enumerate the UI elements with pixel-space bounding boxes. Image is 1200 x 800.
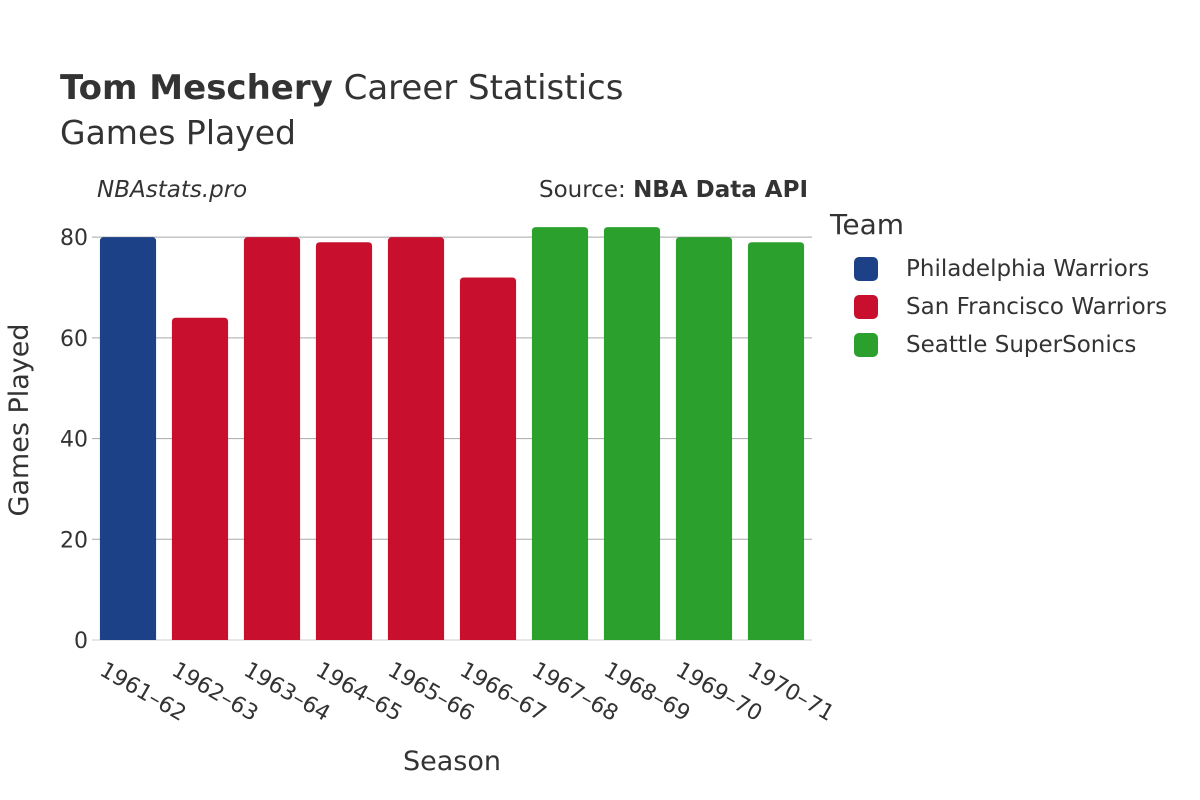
bar-1961–62[interactable] <box>99 237 157 641</box>
x-axis-label: Season <box>403 746 501 777</box>
legend-label: Philadelphia Warriors <box>906 256 1150 282</box>
legend-item[interactable]: Seattle SuperSonics <box>854 326 1167 364</box>
y-tick-labels: 0 20 40 60 80 <box>60 226 88 654</box>
legend: Philadelphia Warriors San Francisco Warri… <box>854 250 1167 364</box>
bar-1968–69[interactable] <box>603 227 661 640</box>
legend-title: Team <box>830 208 905 241</box>
bar-1964–65[interactable] <box>315 242 373 640</box>
bar-1969–70[interactable] <box>675 237 733 641</box>
legend-swatch <box>854 333 878 357</box>
watermark: NBAstats.pro <box>97 177 248 203</box>
bar-1966–67[interactable] <box>459 277 517 640</box>
bar-1970–71[interactable] <box>747 242 805 640</box>
chart-subtitle: Games Played <box>60 113 296 152</box>
bar-1962–63[interactable] <box>171 317 229 640</box>
chart-title-rest: Career Statistics <box>332 68 624 108</box>
legend-swatch <box>854 295 878 319</box>
chart-title: Tom Meschery Career Statistics <box>60 66 623 110</box>
source-credit: Source: NBA Data API <box>539 177 808 203</box>
legend-label: San Francisco Warriors <box>906 294 1168 320</box>
legend-swatch <box>854 257 878 281</box>
source-prefix: Source: <box>539 177 634 203</box>
legend-item[interactable]: San Francisco Warriors <box>854 288 1167 326</box>
y-axis-label: Games Played <box>4 323 35 516</box>
bar-1967–68[interactable] <box>531 227 589 640</box>
legend-item[interactable]: Philadelphia Warriors <box>854 250 1167 288</box>
legend-label: Seattle SuperSonics <box>906 332 1137 358</box>
x-tick-labels: 1961–621962–631963–641964–651965–661966–… <box>95 658 838 727</box>
y-tick-label: 20 <box>60 528 88 553</box>
bar-1963–64[interactable] <box>243 237 301 641</box>
source-name: NBA Data API <box>633 177 808 203</box>
chart-title-player: Tom Meschery <box>60 68 333 108</box>
y-tick-label: 0 <box>74 629 88 654</box>
bar-1965–66[interactable] <box>387 237 445 641</box>
y-tick-label: 60 <box>60 327 88 352</box>
bars <box>99 227 805 641</box>
y-tick-label: 40 <box>60 428 88 453</box>
y-tick-label: 80 <box>60 226 88 251</box>
